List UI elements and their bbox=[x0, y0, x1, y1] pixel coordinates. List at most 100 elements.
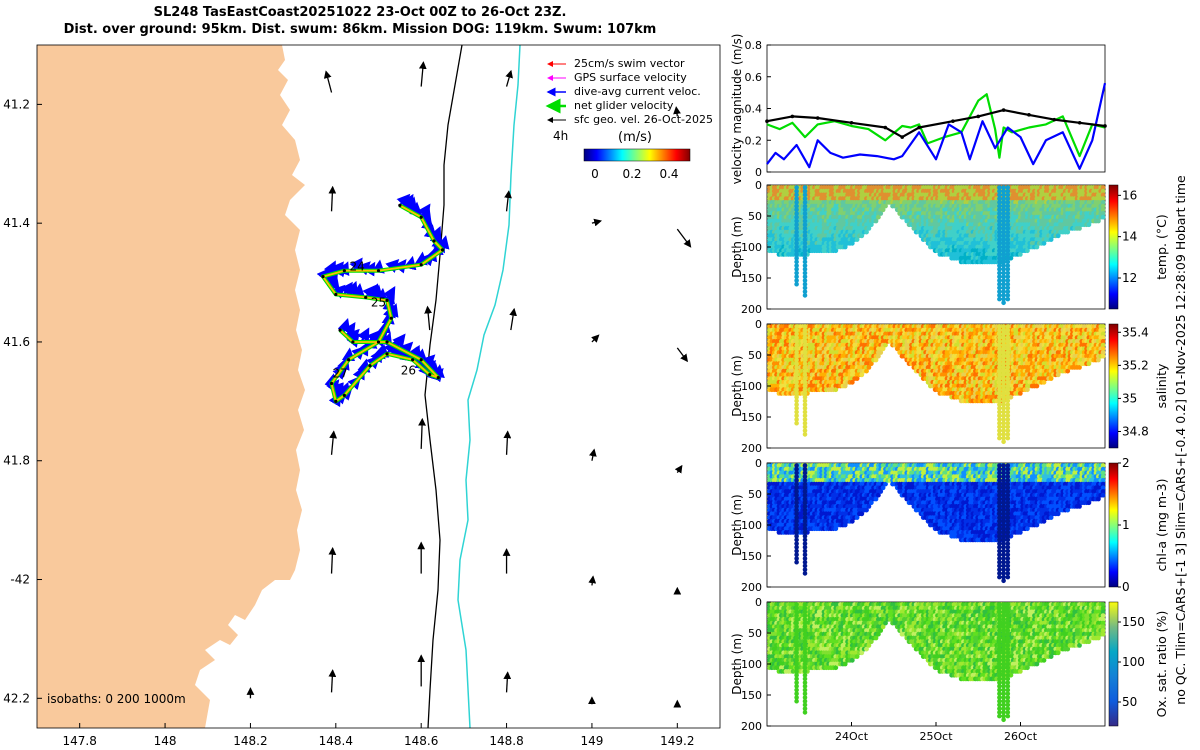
colorbar-label: temp. (°C) bbox=[1154, 214, 1169, 279]
velocity-point bbox=[815, 116, 820, 120]
section-data-point bbox=[849, 240, 855, 246]
current-vector-arrow bbox=[418, 417, 426, 449]
current-vector-arrow bbox=[588, 575, 597, 586]
track-point bbox=[334, 399, 338, 403]
section-data-point bbox=[842, 244, 848, 250]
current-vector-arrow bbox=[591, 334, 600, 343]
velocity-point bbox=[951, 119, 955, 123]
track-point bbox=[440, 248, 445, 252]
track-point bbox=[338, 328, 342, 332]
colorbar-unit: (m/s) bbox=[618, 130, 652, 145]
legend-swim-vector: 25cm/s swim vector bbox=[574, 57, 685, 70]
colorbar-tick-label: 12 bbox=[1122, 271, 1137, 285]
velocity-point bbox=[976, 114, 981, 119]
deep-profile-point bbox=[1001, 300, 1006, 306]
legend-gps-velocity: GPS surface velocity bbox=[574, 71, 687, 84]
velocity-point bbox=[917, 125, 921, 130]
velocity-series-line bbox=[766, 109, 1106, 139]
velocity-point bbox=[900, 135, 904, 139]
velocity-series-line bbox=[766, 82, 1107, 170]
track-point bbox=[329, 381, 334, 386]
section-y-tick-label: 200 bbox=[741, 303, 762, 316]
map-x-tick-label: 147.8 bbox=[63, 734, 97, 748]
map-y-tick-label: 41.2 bbox=[3, 97, 30, 111]
section-data-point bbox=[833, 248, 839, 254]
track-point bbox=[385, 340, 389, 344]
map-y-tick-label: -42 bbox=[10, 573, 30, 587]
deep-profile-point bbox=[794, 281, 799, 287]
track-point bbox=[368, 364, 372, 368]
current-vector-arrow bbox=[503, 430, 512, 455]
track-point bbox=[428, 373, 432, 377]
current-vector-arrow bbox=[418, 61, 427, 87]
current-vector-arrow bbox=[674, 464, 683, 474]
map-x-tick-label: 149.2 bbox=[660, 734, 694, 748]
title-line-1: SL248 TasEastCoast20251022 23-Oct 00Z to… bbox=[153, 5, 567, 20]
track-point bbox=[342, 269, 346, 273]
section-y-tick-label: 100 bbox=[741, 241, 762, 254]
track-day-label: 26 bbox=[401, 364, 416, 378]
colorbar-tick-2: 0.4 bbox=[659, 167, 678, 181]
track-point bbox=[351, 340, 355, 344]
current-vector-arrow bbox=[676, 347, 688, 363]
velocity-point bbox=[1077, 120, 1082, 125]
current-vector-arrow bbox=[328, 546, 337, 574]
map-y-tick-label: 41.6 bbox=[3, 335, 30, 349]
legend-dive-avg: dive-avg current veloc. bbox=[574, 85, 701, 98]
map-x-tick-label: 148.2 bbox=[233, 734, 267, 748]
section-data-point bbox=[1100, 214, 1106, 220]
figure-title: SL248 TasEastCoast20251022 23-Oct 00Z to… bbox=[0, 4, 720, 38]
section-ylabel: Depth (m) bbox=[730, 216, 744, 277]
section-y-tick-label: 150 bbox=[741, 272, 762, 285]
track-point bbox=[411, 358, 415, 362]
map-x-tick-label: 149 bbox=[580, 734, 603, 748]
current-vector-arrow bbox=[329, 430, 338, 455]
dive-avg-current-vector bbox=[357, 327, 370, 343]
track-day-label: 25 bbox=[371, 295, 386, 309]
colorbar-tick-label: 14 bbox=[1122, 230, 1137, 244]
map-y-tick-label: 42.2 bbox=[3, 691, 30, 705]
track-day-label: 27 bbox=[332, 367, 347, 381]
map-legend: 25cm/s swim vector GPS surface velocity … bbox=[545, 57, 713, 181]
colorbar-tick-1: 0.2 bbox=[622, 167, 641, 181]
colorbar-tick-0: 0 bbox=[591, 167, 599, 181]
current-vector-arrow bbox=[323, 70, 333, 93]
legend-scale-label: 4h bbox=[553, 129, 568, 143]
track-point bbox=[436, 375, 440, 380]
section-data-point bbox=[1100, 353, 1106, 359]
track-day-label: 24 bbox=[350, 260, 365, 274]
velocity-point bbox=[849, 120, 854, 125]
velocity-y-tick-label: 0.2 bbox=[745, 134, 763, 147]
velocity-point bbox=[883, 125, 888, 130]
current-vector-arrow bbox=[424, 305, 433, 331]
velocity-y-tick-label: 0 bbox=[755, 166, 762, 179]
map-x-tick-label: 148.4 bbox=[319, 734, 353, 748]
velocity-panel: 00.20.40.60.8 velocity magnitude (m/s) bbox=[730, 34, 1107, 184]
track-point bbox=[376, 340, 381, 344]
legend-sfc-geo: sfc geo. vel. 26-Oct-2025 bbox=[574, 113, 713, 126]
speed-colorbar bbox=[583, 148, 691, 162]
dive-avg-current-vector bbox=[392, 333, 406, 348]
track-point bbox=[347, 358, 351, 362]
current-vector-arrow bbox=[503, 671, 512, 693]
deep-profile-point bbox=[997, 435, 1002, 441]
isobath-1000m bbox=[457, 44, 521, 729]
velocity-y-tick-label: 0.6 bbox=[745, 71, 763, 84]
velocity-y-tick-label: 0.4 bbox=[745, 103, 763, 116]
track-point bbox=[419, 263, 423, 267]
section-colorbar bbox=[1108, 184, 1119, 310]
track-point bbox=[334, 292, 338, 297]
velocity-point bbox=[790, 114, 795, 119]
legend-net-glider: net glider velocity bbox=[574, 99, 674, 112]
section-y-tick-label: 0 bbox=[755, 179, 762, 192]
track-point bbox=[385, 298, 389, 302]
deep-profile-point bbox=[802, 293, 808, 298]
deep-profile-point bbox=[794, 420, 799, 426]
deep-profile-point bbox=[1005, 296, 1011, 302]
velocity-axes-box bbox=[766, 44, 1106, 173]
isobath-note: isobaths: 0 200 1000m bbox=[47, 692, 186, 706]
current-vector-arrow bbox=[676, 228, 692, 248]
